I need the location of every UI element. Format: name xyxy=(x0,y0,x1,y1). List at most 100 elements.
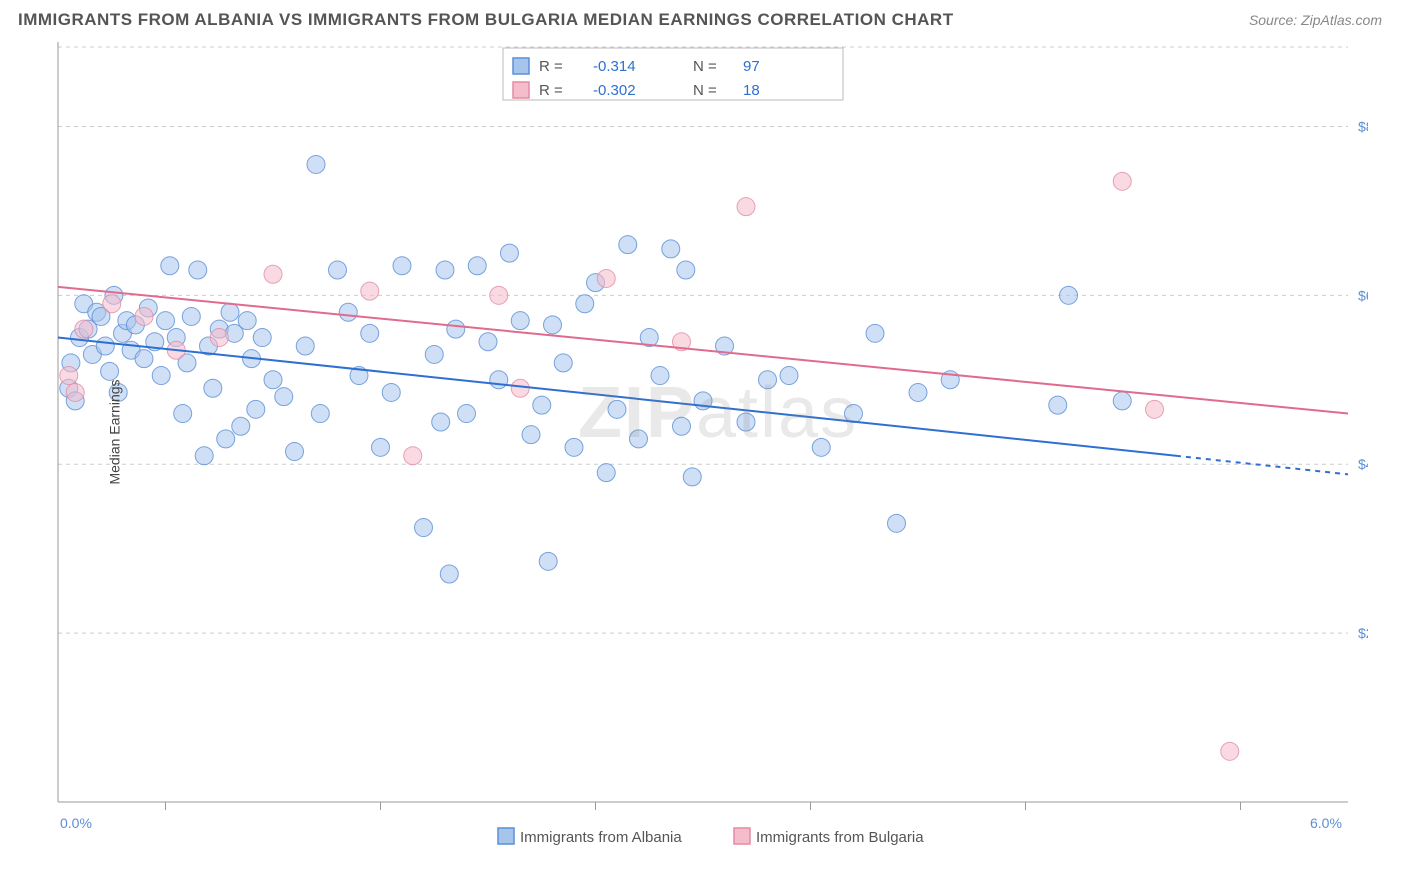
y-tick-label: $20,000 xyxy=(1358,625,1368,641)
y-tick-label: $40,000 xyxy=(1358,456,1368,472)
data-point xyxy=(101,362,119,380)
legend-series: Immigrants from AlbaniaImmigrants from B… xyxy=(498,828,924,846)
data-point xyxy=(210,329,228,347)
data-point xyxy=(75,320,93,338)
data-point xyxy=(737,413,755,431)
data-point xyxy=(737,198,755,216)
data-point xyxy=(135,307,153,325)
data-point xyxy=(683,468,701,486)
data-point xyxy=(182,307,200,325)
data-point xyxy=(152,367,170,385)
data-point xyxy=(597,269,615,287)
data-point xyxy=(307,155,325,173)
data-point xyxy=(1146,400,1164,418)
data-point xyxy=(382,383,400,401)
source-label: Source: ZipAtlas.com xyxy=(1249,12,1382,28)
data-point xyxy=(221,303,239,321)
data-point xyxy=(630,430,648,448)
data-point xyxy=(1113,392,1131,410)
data-point xyxy=(311,405,329,423)
y-axis-label: Median Earnings xyxy=(107,379,123,484)
data-point xyxy=(161,257,179,275)
data-point xyxy=(247,400,265,418)
data-point xyxy=(339,303,357,321)
data-point xyxy=(780,367,798,385)
data-point xyxy=(888,514,906,532)
data-point xyxy=(217,430,235,448)
data-point xyxy=(195,447,213,465)
data-point xyxy=(436,261,454,279)
legend-item-label: Immigrants from Bulgaria xyxy=(756,829,924,846)
plot-area: Median Earnings $20,000 $40,000 $60,000 $80… xyxy=(48,42,1368,822)
svg-text:N =: N = xyxy=(693,82,717,99)
chart-title: IMMIGRANTS FROM ALBANIA VS IMMIGRANTS FR… xyxy=(18,10,954,30)
data-point xyxy=(479,333,497,351)
data-point xyxy=(1221,742,1239,760)
data-point xyxy=(490,286,508,304)
data-point xyxy=(662,240,680,258)
data-point xyxy=(238,312,256,330)
data-point xyxy=(1060,286,1078,304)
data-point xyxy=(539,552,557,570)
data-point xyxy=(490,371,508,389)
data-point xyxy=(909,383,927,401)
data-point xyxy=(522,426,540,444)
data-point xyxy=(608,400,626,418)
data-point xyxy=(458,405,476,423)
svg-text:-0.314: -0.314 xyxy=(593,58,636,75)
data-point xyxy=(361,324,379,342)
svg-text:-0.302: -0.302 xyxy=(593,82,636,99)
data-point xyxy=(432,413,450,431)
data-point xyxy=(404,447,422,465)
svg-text:18: 18 xyxy=(743,82,760,99)
data-point xyxy=(253,329,271,347)
data-point xyxy=(329,261,347,279)
data-point xyxy=(677,261,695,279)
data-point xyxy=(576,295,594,313)
data-point xyxy=(759,371,777,389)
data-point xyxy=(264,371,282,389)
data-point xyxy=(511,312,529,330)
data-point xyxy=(174,405,192,423)
data-point xyxy=(286,443,304,461)
data-point xyxy=(232,417,250,435)
data-point xyxy=(554,354,572,372)
data-point xyxy=(597,464,615,482)
data-point xyxy=(533,396,551,414)
data-point xyxy=(135,350,153,368)
chart-svg: $20,000 $40,000 $60,000 $80,000 0.0% 6.0% R = -… xyxy=(48,42,1368,862)
data-point xyxy=(651,367,669,385)
chart-container: IMMIGRANTS FROM ALBANIA VS IMMIGRANTS FR… xyxy=(0,0,1406,892)
data-point xyxy=(501,244,519,262)
svg-text:R =: R = xyxy=(539,82,563,99)
data-point xyxy=(1113,172,1131,190)
data-point xyxy=(103,295,121,313)
data-point xyxy=(447,320,465,338)
svg-text:97: 97 xyxy=(743,58,760,75)
data-point xyxy=(619,236,637,254)
data-point xyxy=(544,316,562,334)
x-tick-label: 6.0% xyxy=(1310,815,1342,831)
data-point xyxy=(440,565,458,583)
svg-text:N =: N = xyxy=(693,58,717,75)
data-point xyxy=(296,337,314,355)
data-point xyxy=(372,438,390,456)
data-point xyxy=(565,438,583,456)
data-point xyxy=(275,388,293,406)
x-tick-label: 0.0% xyxy=(60,815,92,831)
data-point xyxy=(96,337,114,355)
y-tick-label: $80,000 xyxy=(1358,118,1368,134)
data-point xyxy=(845,405,863,423)
data-point xyxy=(189,261,207,279)
data-point xyxy=(66,383,84,401)
legend-correlation: R =-0.314N =97R =-0.302N =18 xyxy=(503,48,843,100)
data-point xyxy=(673,417,691,435)
data-point xyxy=(60,367,78,385)
data-point xyxy=(1049,396,1067,414)
data-point xyxy=(511,379,529,397)
data-point xyxy=(468,257,486,275)
data-point xyxy=(812,438,830,456)
data-point xyxy=(157,312,175,330)
data-point xyxy=(264,265,282,283)
y-tick-label: $60,000 xyxy=(1358,287,1368,303)
